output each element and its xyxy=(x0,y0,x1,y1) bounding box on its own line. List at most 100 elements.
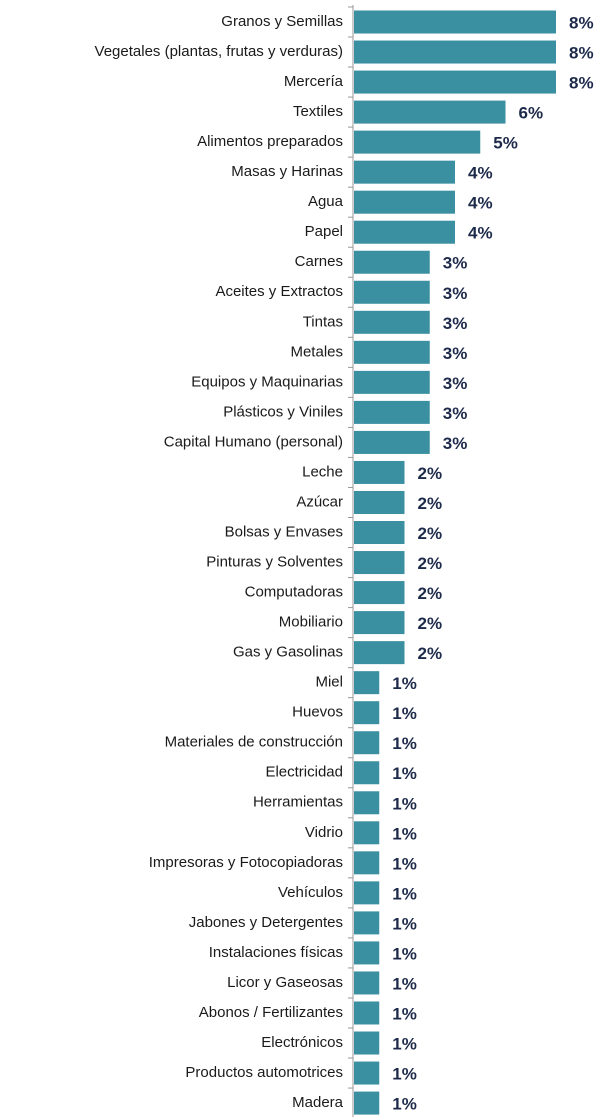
category-label: Productos automotrices xyxy=(185,1064,343,1081)
bar xyxy=(354,641,405,665)
category-label: Impresoras y Fotocopiadoras xyxy=(149,854,343,871)
category-label: Electricidad xyxy=(265,764,343,781)
data-label: 2% xyxy=(418,524,443,543)
category-label: Leche xyxy=(302,463,343,480)
category-label: Azúcar xyxy=(296,493,343,510)
bar xyxy=(354,971,380,995)
bar xyxy=(354,521,405,545)
category-label: Miel xyxy=(315,674,343,691)
category-label: Mobiliario xyxy=(279,614,343,631)
data-label: 1% xyxy=(392,944,417,963)
bar xyxy=(354,40,556,64)
data-label: 2% xyxy=(418,644,443,663)
bar xyxy=(354,220,455,244)
bar xyxy=(354,671,380,695)
data-label: 6% xyxy=(519,104,544,123)
category-label: Papel xyxy=(305,223,343,240)
category-label: Tintas xyxy=(303,313,343,330)
category-label: Electrónicos xyxy=(261,1034,343,1051)
data-label: 1% xyxy=(392,914,417,933)
data-label: 3% xyxy=(443,434,468,453)
category-label: Metales xyxy=(290,343,343,360)
category-label: Abonos / Fertilizantes xyxy=(199,1004,343,1021)
category-label: Mercería xyxy=(284,73,344,90)
data-label: 2% xyxy=(418,584,443,603)
category-label: Masas y Harinas xyxy=(231,163,343,180)
category-label: Huevos xyxy=(292,704,343,721)
bar xyxy=(354,731,380,755)
bar xyxy=(354,851,380,875)
bar xyxy=(354,370,430,394)
bar xyxy=(354,460,405,484)
category-label: Vehículos xyxy=(278,884,343,901)
bar xyxy=(354,941,380,965)
bar xyxy=(354,1001,380,1025)
data-label: 3% xyxy=(443,284,468,303)
data-label: 3% xyxy=(443,374,468,393)
bar xyxy=(354,10,556,34)
bar xyxy=(354,490,405,514)
bar xyxy=(354,821,380,845)
data-label: 1% xyxy=(392,1004,417,1023)
bar xyxy=(354,70,556,94)
category-label: Madera xyxy=(292,1094,344,1111)
bar xyxy=(354,1061,380,1085)
category-label: Licor y Gaseosas xyxy=(227,974,343,991)
data-label: 1% xyxy=(392,704,417,723)
category-label: Instalaciones físicas xyxy=(209,944,343,961)
bar xyxy=(354,611,405,635)
data-label: 1% xyxy=(392,674,417,693)
bar xyxy=(354,160,455,184)
data-label: 2% xyxy=(418,464,443,483)
data-label: 1% xyxy=(392,1095,417,1114)
data-label: 1% xyxy=(392,1065,417,1084)
category-label: Vegetales (plantas, frutas y verduras) xyxy=(95,43,343,60)
data-label: 8% xyxy=(569,74,594,93)
bar xyxy=(354,791,380,815)
data-label: 3% xyxy=(443,314,468,333)
category-label: Aceites y Extractos xyxy=(215,283,343,300)
bar xyxy=(354,1091,380,1115)
data-label: 1% xyxy=(392,824,417,843)
bar xyxy=(354,701,380,725)
bar xyxy=(354,190,455,214)
data-label: 5% xyxy=(493,134,518,153)
data-label: 8% xyxy=(569,44,594,63)
data-label: 4% xyxy=(468,224,493,243)
data-label: 4% xyxy=(468,194,493,213)
category-label: Jabones y Detergentes xyxy=(189,914,343,931)
data-label: 1% xyxy=(392,764,417,783)
data-label: 1% xyxy=(392,794,417,813)
data-label: 1% xyxy=(392,854,417,873)
bar xyxy=(354,310,430,334)
data-label: 3% xyxy=(443,344,468,363)
bar xyxy=(354,911,380,935)
category-label: Capital Humano (personal) xyxy=(164,433,343,450)
data-label: 1% xyxy=(392,1035,417,1054)
category-label: Herramientas xyxy=(253,794,343,811)
category-label: Equipos y Maquinarias xyxy=(191,373,343,390)
bar xyxy=(354,400,430,424)
category-label: Vidrio xyxy=(305,824,343,841)
category-label: Computadoras xyxy=(245,584,343,601)
data-label: 8% xyxy=(569,13,594,32)
bar xyxy=(354,551,405,575)
bar xyxy=(354,130,481,154)
bar xyxy=(354,250,430,274)
bar xyxy=(354,761,380,785)
bar xyxy=(354,1031,380,1055)
data-label: 2% xyxy=(418,614,443,633)
data-label: 3% xyxy=(443,404,468,423)
bar xyxy=(354,340,430,364)
data-label: 3% xyxy=(443,254,468,273)
bar xyxy=(354,430,430,454)
category-label: Pinturas y Solventes xyxy=(206,554,343,571)
bar xyxy=(354,581,405,605)
category-label: Granos y Semillas xyxy=(221,13,343,30)
data-label: 1% xyxy=(392,974,417,993)
bar xyxy=(354,280,430,304)
category-label: Plásticos y Viniles xyxy=(223,403,343,420)
category-label: Carnes xyxy=(295,253,343,270)
bar xyxy=(354,100,506,124)
